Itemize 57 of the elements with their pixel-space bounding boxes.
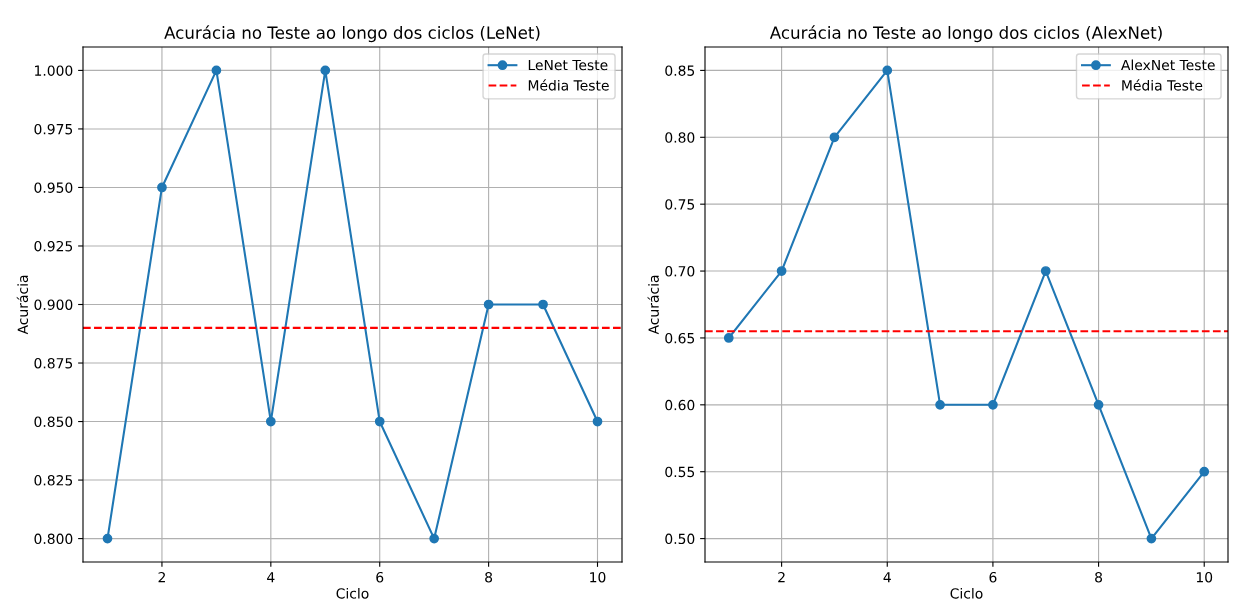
- y-tick-label: 0.65: [665, 332, 695, 344]
- point: [374, 416, 385, 427]
- point: [1199, 466, 1210, 477]
- y-axis-title: Acurácia: [16, 275, 29, 335]
- x-tick-label: 6: [989, 571, 997, 583]
- point: [592, 416, 603, 427]
- y-tick-label: 0.75: [665, 199, 695, 210]
- legend-label: AlexNet Teste: [1121, 59, 1215, 71]
- y-tick-label: 1.000: [35, 65, 73, 76]
- point: [935, 399, 945, 410]
- x-axis-title: Ciclo: [336, 587, 369, 599]
- y-tick-label: 0.975: [34, 123, 73, 135]
- point: [829, 132, 840, 143]
- x-tick-label: 10: [590, 571, 606, 583]
- x-tick-label: 8: [485, 571, 493, 583]
- chart-title: Acurácia no Teste ao longo dos ciclos (AlexNet): [769, 25, 1162, 43]
- x-tick-label: 6: [376, 571, 384, 583]
- y-tick-label: 0.875: [34, 357, 73, 369]
- point: [265, 416, 276, 427]
- point: [776, 266, 787, 276]
- point: [429, 533, 440, 544]
- y-tick-label: 0.825: [34, 475, 73, 486]
- chart-title: Acurácia no Teste ao longo dos ciclos (LeNet): [164, 25, 540, 43]
- y-tick-label: 0.900: [34, 299, 73, 310]
- point: [723, 333, 734, 343]
- x-tick-label: 10: [1196, 571, 1213, 583]
- point: [320, 65, 331, 76]
- legend-label: Média Teste: [1122, 79, 1203, 91]
- point: [538, 299, 548, 310]
- y-tick-label: 0.85: [665, 65, 695, 76]
- point: [102, 533, 113, 544]
- x-axis-title: Ciclo: [950, 587, 983, 599]
- y-tick-label: 0.80: [665, 132, 695, 143]
- x-tick-label: 8: [1095, 571, 1103, 583]
- x-tick-label: 2: [778, 571, 785, 583]
- point: [483, 299, 494, 310]
- point: [157, 182, 167, 193]
- point: [1040, 266, 1051, 276]
- y-tick-label: 0.850: [34, 416, 73, 428]
- point: [211, 65, 222, 76]
- y-tick-label: 0.70: [665, 266, 695, 277]
- point: [882, 65, 893, 76]
- point: [988, 399, 998, 410]
- y-tick-label: 0.800: [34, 533, 73, 545]
- legend-label: LeNet Teste: [528, 59, 608, 71]
- x-tick-label: 4: [883, 572, 891, 583]
- y-tick-label: 0.55: [665, 466, 695, 478]
- point: [1093, 399, 1104, 410]
- y-tick-label: 0.950: [34, 182, 73, 193]
- y-tick-label: 0.50: [665, 533, 695, 545]
- legend-label: Média Teste: [528, 79, 609, 91]
- x-tick-label: 4: [267, 572, 275, 583]
- y-tick-label: 0.925: [34, 240, 73, 252]
- point: [1146, 533, 1157, 544]
- x-tick-label: 2: [158, 571, 165, 583]
- y-axis-title: Acurácia: [647, 275, 659, 335]
- y-tick-label: 0.60: [665, 399, 695, 411]
